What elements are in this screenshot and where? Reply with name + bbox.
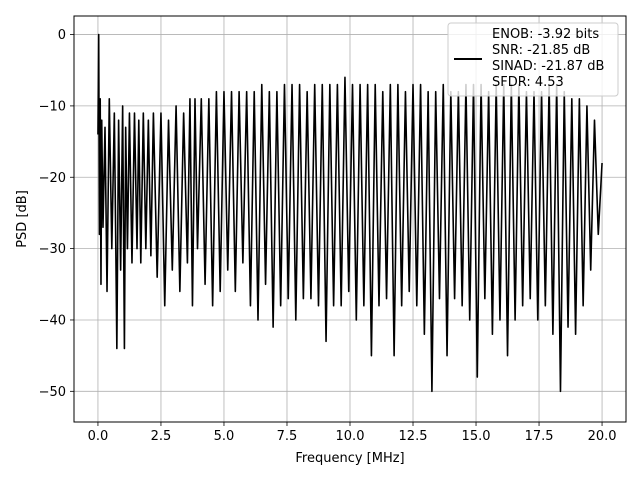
y-axis-label: PSD [dB] — [15, 190, 30, 248]
y-axis: 0 −10 −20 −30 −40 −50 — [39, 28, 74, 400]
y-tick-label: −20 — [39, 171, 66, 186]
psd-series-line — [97, 33, 603, 393]
legend-sinad: SINAD: -21.87 dB — [492, 59, 604, 74]
x-tick-label: 5.0 — [214, 429, 235, 444]
y-tick-label: 0 — [58, 28, 66, 43]
y-tick-label: −30 — [39, 242, 66, 257]
legend-snr: SNR: -21.85 dB — [492, 43, 590, 58]
x-tick-label: 2.5 — [151, 429, 172, 444]
x-tick-label: 10.0 — [336, 429, 365, 444]
x-tick-label: 15.0 — [462, 429, 491, 444]
x-tick-label: 17.5 — [525, 429, 554, 444]
y-tick-label: −50 — [39, 385, 66, 400]
legend-box — [447, 22, 619, 97]
x-axis: 0.0 2.5 5.0 7.5 10.0 12.5 15.0 17.5 20.0 — [88, 422, 617, 444]
legend-sfdr: SFDR: 4.53 — [492, 75, 564, 90]
legend: ENOB: -3.92 bits SNR: -21.85 dB SINAD: -… — [447, 22, 619, 97]
y-tick-label: −40 — [39, 313, 66, 328]
x-axis-label: Frequency [MHz] — [295, 451, 404, 466]
y-tick-label: −10 — [39, 99, 66, 114]
x-tick-label: 0.0 — [88, 429, 109, 444]
legend-enob: ENOB: -3.92 bits — [492, 27, 599, 42]
x-tick-label: 12.5 — [399, 429, 428, 444]
series-layer — [97, 33, 603, 393]
x-tick-label: 20.0 — [588, 429, 617, 444]
x-tick-label: 7.5 — [277, 429, 298, 444]
